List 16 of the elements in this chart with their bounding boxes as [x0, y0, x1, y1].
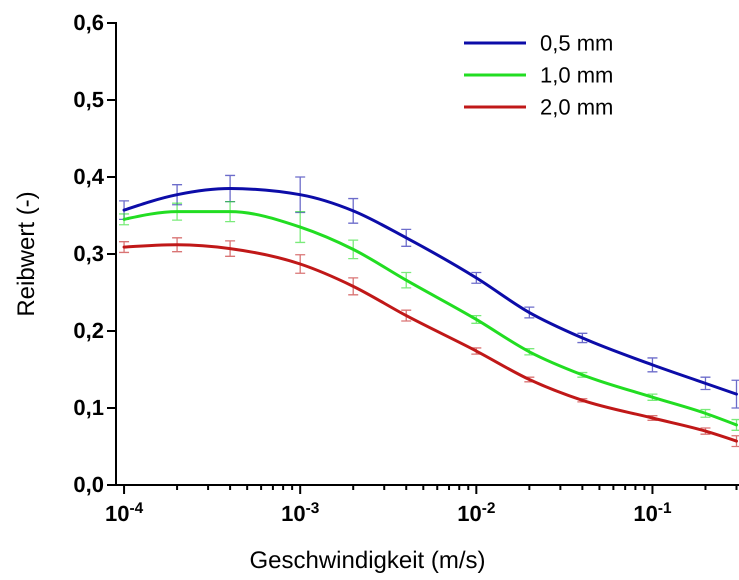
y-tick-label: 0,6 [73, 10, 104, 36]
y-tick-label: 0,0 [73, 472, 104, 498]
legend-label: 2,0 mm [540, 94, 614, 120]
x-tick-label: 10$^{-3}$ [281, 499, 320, 526]
x-tick-label: 10$^{-4}$ [104, 499, 144, 526]
y-tick-label: 0,3 [73, 241, 104, 266]
y-tick-label: 0,5 [73, 87, 104, 112]
x-tick-label: 10$^{-2}$ [457, 499, 496, 526]
y-tick-label: 0,1 [73, 395, 104, 420]
x-tick-label: 10$^{-1}$ [633, 499, 672, 526]
legend-label: 1,0 mm [540, 62, 614, 88]
y-tick-label: 0,4 [73, 164, 105, 190]
x-axis-title: Geschwindigkeit (m/s) [249, 547, 486, 574]
y-axis-title: Reibwert (-) [13, 191, 40, 317]
y-tick-label: 0,2 [73, 318, 104, 344]
legend-label: 0,5 mm [540, 30, 614, 56]
